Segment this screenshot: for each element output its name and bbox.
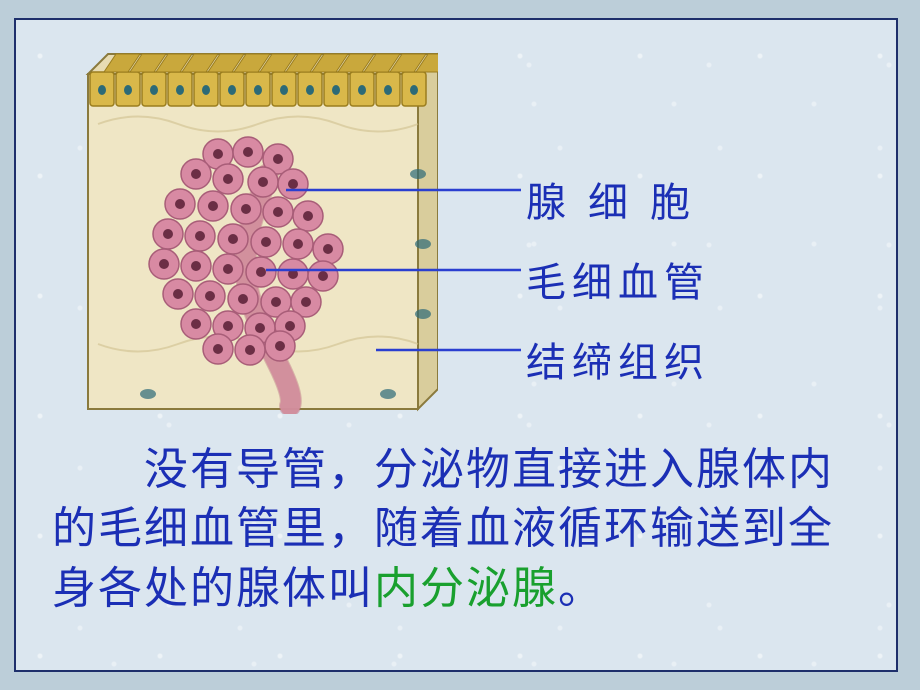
label-capillary: 毛细血管 <box>526 250 710 308</box>
para-text-2: 。 <box>558 564 604 613</box>
label-connective: 结缔组织 <box>526 330 710 388</box>
epithelial-row <box>90 54 438 106</box>
label-gland-cells: 腺 细 胞 <box>526 170 696 228</box>
para-highlight: 内分泌腺 <box>374 564 558 613</box>
description-paragraph: 没有导管，分泌物直接进入腺体内的毛细血管里，随着血液循环输送到全身各处的腺体叫内… <box>52 440 872 618</box>
slide-panel: 腺 细 胞 毛细血管 结缔组织 没有导管，分泌物直接进入腺体内的毛细血管里，随着… <box>14 18 898 672</box>
gland-diagram <box>68 44 438 414</box>
tissue-right <box>418 54 438 409</box>
screenshot-frame: 腺 细 胞 毛细血管 结缔组织 没有导管，分泌物直接进入腺体内的毛细血管里，随着… <box>0 0 920 690</box>
